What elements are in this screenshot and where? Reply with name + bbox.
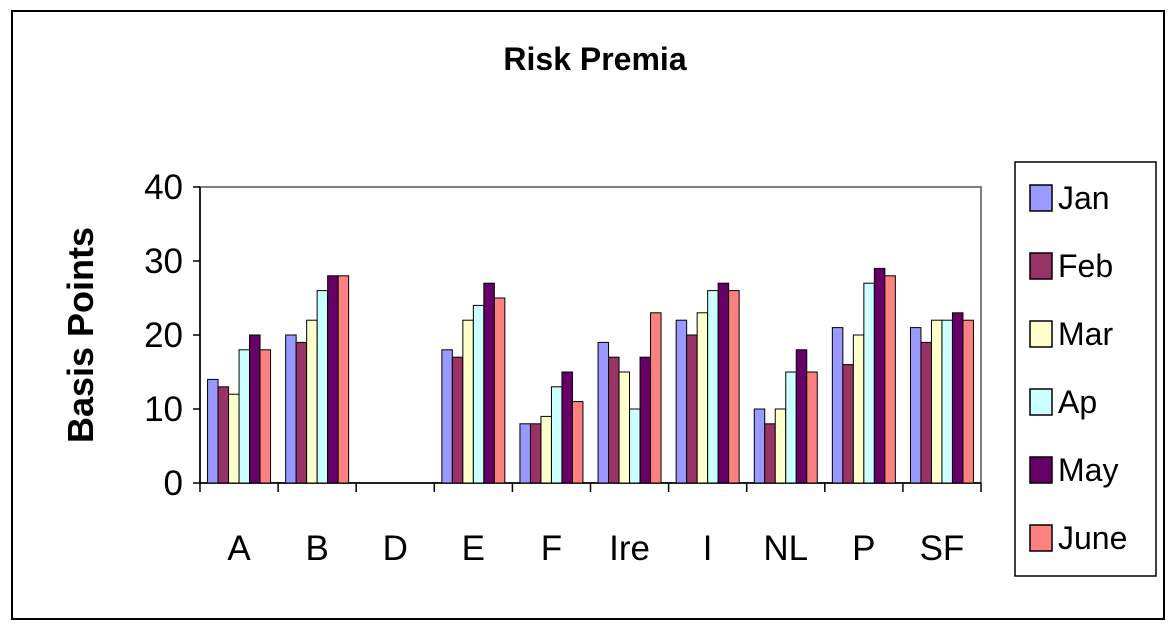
legend-swatch-jan xyxy=(1029,184,1053,212)
x-tick-label: P xyxy=(852,529,875,568)
bar-feb xyxy=(295,341,308,484)
bar-may xyxy=(327,275,339,484)
bar-feb xyxy=(842,364,854,484)
bar-mar xyxy=(696,312,709,484)
bar-feb xyxy=(451,356,464,484)
bar-jan xyxy=(441,349,453,484)
bar-mar xyxy=(852,334,865,484)
bar-feb xyxy=(686,334,698,484)
bar-feb xyxy=(529,423,542,484)
bar-mar xyxy=(540,415,552,484)
bar-ap xyxy=(785,371,797,484)
y-tick-label: 40 xyxy=(144,168,183,207)
bar-ap xyxy=(238,349,251,484)
bar-ap xyxy=(941,319,953,484)
legend-swatch-ap xyxy=(1029,388,1053,416)
bar-feb xyxy=(764,423,776,484)
legend: Jan Feb Mar Ap May June xyxy=(1014,161,1157,577)
bar-ap xyxy=(707,290,719,484)
bar-june xyxy=(884,275,896,484)
bar-june xyxy=(493,297,506,484)
bar-june xyxy=(571,401,584,484)
bar-june xyxy=(962,319,974,484)
x-tick-label: NL xyxy=(763,529,808,568)
bar-jan xyxy=(207,378,219,484)
bar-feb xyxy=(920,341,932,484)
bar-mar xyxy=(228,393,240,484)
bar-may xyxy=(561,371,573,484)
y-tick-label: 30 xyxy=(144,242,183,281)
legend-label-june: June xyxy=(1058,520,1127,556)
chart-title: Risk Premia xyxy=(503,41,686,77)
bar-may xyxy=(483,282,495,484)
x-tick-label: D xyxy=(383,529,408,568)
bar-jan xyxy=(831,327,844,484)
bar-jan xyxy=(675,319,688,484)
bar-may xyxy=(873,267,886,484)
legend-label-may: May xyxy=(1058,452,1118,488)
bar-june xyxy=(650,312,662,484)
bar-jan xyxy=(597,341,610,484)
bar-jan xyxy=(519,423,531,484)
y-tick-label: 0 xyxy=(164,464,183,503)
legend-swatch-mar xyxy=(1029,320,1053,348)
bar-ap xyxy=(550,386,563,484)
bar-feb xyxy=(217,386,230,484)
y-tick-label: 10 xyxy=(144,390,183,429)
x-tick-label: B xyxy=(305,529,328,568)
legend-swatch-june xyxy=(1029,524,1053,552)
bar-may xyxy=(639,356,652,484)
bar-mar xyxy=(774,408,787,484)
x-tick-label: A xyxy=(227,529,251,568)
x-tick-label: I xyxy=(703,529,713,568)
bar-june xyxy=(728,290,740,484)
plot-area: 0 10 20 30 40 A B D E F Ire I NL P SF xyxy=(144,168,982,568)
bar-may xyxy=(795,349,808,484)
legend-label-mar: Mar xyxy=(1058,316,1113,352)
bar-jan xyxy=(285,334,297,484)
bar-june xyxy=(337,275,350,484)
x-tick-label: F xyxy=(541,529,562,568)
bar-jan xyxy=(753,408,766,484)
chart-frame xyxy=(11,10,1165,620)
bar-ap xyxy=(629,408,641,484)
legend-swatch-feb xyxy=(1029,252,1053,280)
bar-mar xyxy=(930,319,943,484)
bar-june xyxy=(259,349,272,484)
bar-may xyxy=(249,334,261,484)
y-tick-label: 20 xyxy=(144,316,183,355)
bar-ap xyxy=(472,304,485,484)
bar-mar xyxy=(306,319,318,484)
bar-may xyxy=(717,282,730,484)
legend-label-feb: Feb xyxy=(1058,248,1113,284)
legend-label-ap: Ap xyxy=(1058,384,1097,420)
bar-june xyxy=(806,371,818,484)
legend-swatch-may xyxy=(1029,456,1053,484)
x-tick-label: Ire xyxy=(609,529,650,568)
x-tick-label: SF xyxy=(920,529,965,568)
y-axis-label: Basis Points xyxy=(60,227,101,443)
bar-ap xyxy=(316,290,329,484)
bar-feb xyxy=(608,356,620,484)
bar-may xyxy=(951,312,964,484)
bar-mar xyxy=(462,319,474,484)
legend-box xyxy=(1014,161,1157,577)
x-tick-label: E xyxy=(462,529,485,568)
bar-jan xyxy=(909,327,922,484)
bar-mar xyxy=(618,371,631,484)
legend-label-jan: Jan xyxy=(1058,180,1110,216)
bar-ap xyxy=(863,282,875,484)
